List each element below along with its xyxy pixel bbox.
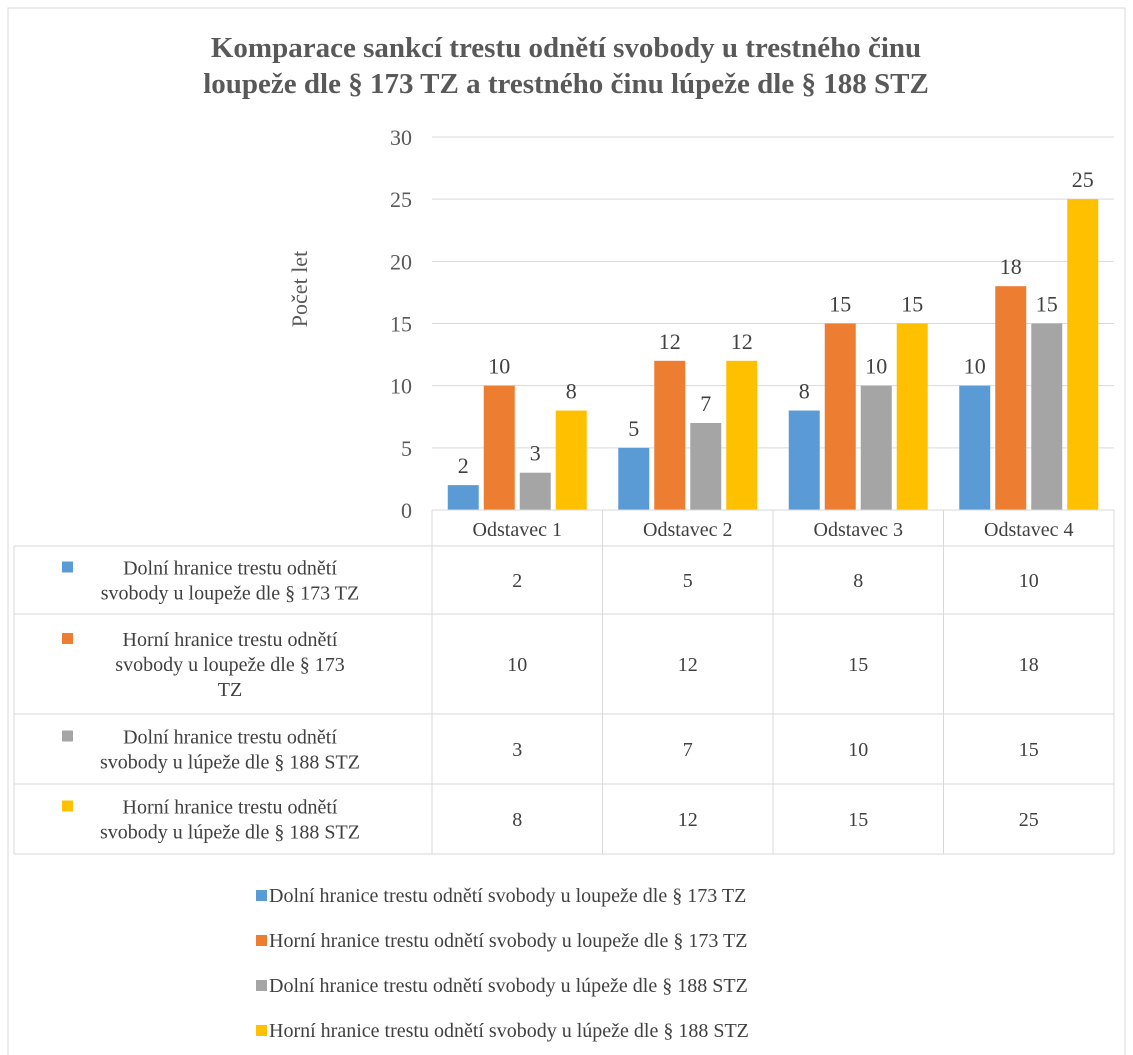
category-label: Odstavec 3 — [814, 519, 903, 541]
table-legend-key — [62, 800, 73, 812]
bar — [555, 410, 587, 510]
table-cell: 2 — [512, 570, 522, 592]
data-table: Odstavec 1 Odstavec 2 Odstavec 3 Odstavec 4… — [13, 509, 1115, 855]
category-label: Odstavec 4 — [984, 519, 1073, 541]
table-legend-key — [62, 633, 73, 644]
chart-title: Komparace sankcí trestu odnětí svobody u… — [203, 32, 929, 100]
bar — [654, 360, 686, 510]
y-tick-label: 10 — [390, 374, 412, 399]
y-tick-label: 5 — [401, 436, 412, 461]
bar — [959, 385, 991, 510]
legend-label: Dolní hranice trestu odnětí svobody u lo… — [269, 885, 746, 907]
bar — [690, 422, 722, 510]
bar — [483, 385, 515, 510]
bar — [995, 286, 1027, 510]
data-label: 5 — [628, 416, 639, 441]
bar — [1031, 323, 1063, 510]
data-label: 8 — [566, 379, 577, 404]
bar — [1067, 199, 1099, 510]
data-label: 18 — [1000, 254, 1022, 279]
table-series-label: Dolní hranice trestu odnětí — [123, 727, 337, 749]
table-legend-key — [62, 730, 73, 742]
legend-key — [256, 1025, 267, 1036]
legend-label: Dolní hranice trestu odnětí svobody u lú… — [269, 975, 748, 997]
y-tick-label: 15 — [390, 312, 412, 337]
table-cell: 15 — [848, 654, 868, 676]
data-label: 25 — [1072, 167, 1094, 192]
data-label: 7 — [700, 391, 711, 416]
table-series-label: svobody u lúpeže dle § 188 STZ — [100, 752, 360, 774]
legend-label: Horní hranice trestu odnětí svobody u lo… — [269, 930, 747, 952]
category-label: Odstavec 1 — [473, 519, 562, 541]
legend-label: Horní hranice trestu odnětí svobody u lú… — [269, 1020, 749, 1042]
data-label: 12 — [731, 329, 753, 354]
bar — [447, 485, 479, 510]
data-label: 2 — [458, 453, 469, 478]
table-cell: 10 — [848, 739, 868, 761]
bar — [824, 323, 856, 510]
table-cell: 18 — [1019, 654, 1039, 676]
table-cell: 12 — [678, 809, 698, 831]
data-label: 10 — [865, 354, 887, 379]
table-cell: 25 — [1019, 809, 1039, 831]
table-series-label: svobody u lúpeže dle § 188 STZ — [100, 822, 360, 844]
y-tick-label: 30 — [390, 125, 412, 150]
table-series-label: svobody u loupeže dle § 173 — [115, 654, 344, 676]
table-cell: 8 — [853, 570, 863, 592]
y-tick-label: 25 — [390, 187, 412, 212]
y-axis-ticks: 0 5 10 15 20 25 30 — [390, 125, 412, 523]
data-label: 15 — [829, 292, 851, 317]
chart-title-line: loupeže dle § 173 TZ a trestného činu lú… — [203, 68, 929, 100]
category-label: Odstavec 2 — [643, 519, 732, 541]
table-cell: 15 — [1019, 739, 1039, 761]
chart-title-line: Komparace sankcí trestu odnětí svobody u… — [211, 32, 921, 64]
table-cell: 10 — [507, 654, 527, 676]
bar — [726, 360, 758, 510]
table-series-label: TZ — [218, 679, 242, 701]
data-label: 12 — [659, 329, 681, 354]
table-cell: 12 — [678, 654, 698, 676]
table-series-label: Horní hranice trestu odnětí — [123, 629, 338, 651]
table-series-label: Dolní hranice trestu odnětí — [123, 558, 337, 580]
table-series-label: Horní hranice trestu odnětí — [123, 797, 338, 819]
table-cell: 3 — [512, 739, 522, 761]
table-legend-key — [62, 561, 73, 573]
table-cell: 8 — [512, 809, 522, 831]
table-cell: 7 — [683, 739, 693, 761]
table-cell: 10 — [1019, 570, 1039, 592]
data-label: 8 — [799, 379, 810, 404]
bars — [447, 199, 1099, 510]
legend-key — [256, 980, 267, 991]
data-label: 15 — [1036, 292, 1058, 317]
legend-key — [256, 890, 267, 901]
bar — [788, 410, 820, 510]
legend-key — [256, 935, 267, 946]
bar — [860, 385, 892, 510]
y-axis-label: Počet let — [287, 251, 312, 327]
y-tick-label: 0 — [401, 498, 412, 523]
data-label: 10 — [964, 354, 986, 379]
legend: Dolní hranice trestu odnětí svobody u lo… — [256, 885, 749, 1042]
y-tick-label: 20 — [390, 249, 412, 274]
bar — [896, 323, 928, 510]
table-cell: 5 — [683, 570, 693, 592]
data-label: 10 — [488, 354, 510, 379]
chart-border — [7, 7, 1126, 1055]
data-label: 3 — [530, 441, 541, 466]
table-cell: 15 — [848, 809, 868, 831]
table-series-label: svobody u loupeže dle § 173 TZ — [101, 583, 359, 605]
bar — [519, 472, 551, 510]
data-label: 15 — [901, 292, 923, 317]
bar — [618, 447, 650, 510]
